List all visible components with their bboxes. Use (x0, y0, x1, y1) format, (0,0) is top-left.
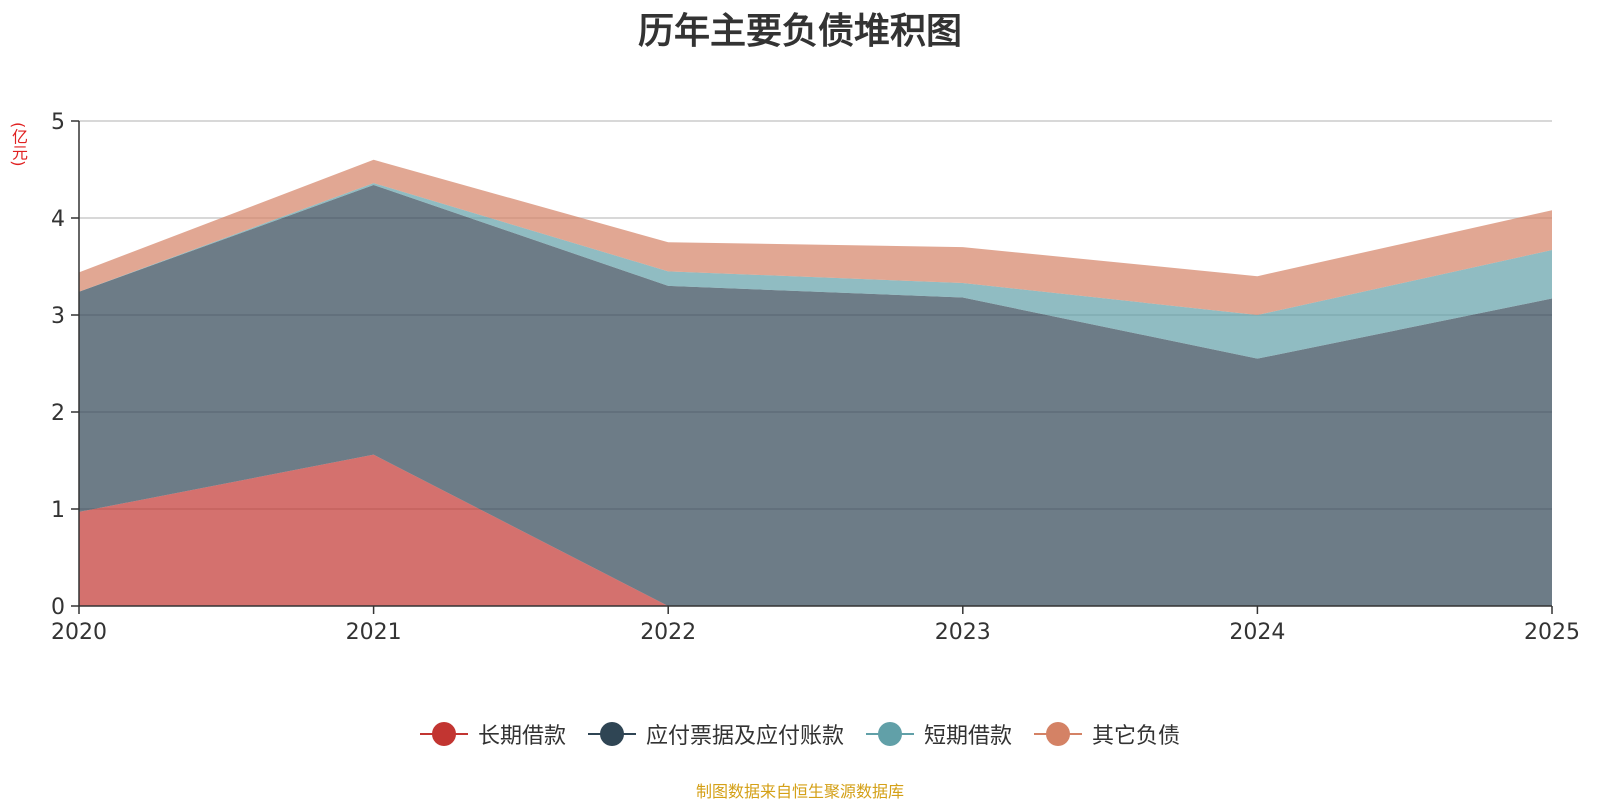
legend-label: 短期借款 (924, 724, 1013, 749)
legend-item-2[interactable]: 短期借款 (866, 718, 1012, 750)
legend-marker-icon (587, 722, 636, 746)
y-axis-unit-label: (亿元) (9, 122, 28, 167)
area-series-2 (79, 183, 1552, 359)
y-tick-label: 5 (51, 110, 65, 135)
y-tick-label: 2 (51, 401, 65, 426)
legend-item-1[interactable]: 应付票据及应付账款 (587, 718, 844, 750)
source-note: 制图数据来自恒生聚源数据库 (695, 782, 904, 801)
y-tick-label: 3 (51, 304, 65, 329)
legend-marker-icon (866, 722, 914, 746)
area-series (79, 159, 1552, 606)
area-series-3 (79, 159, 1552, 315)
x-tick-label: 2020 (51, 620, 107, 645)
legend-label: 其它负债 (1092, 724, 1181, 749)
y-tick-label: 1 (51, 498, 65, 523)
legend-label: 长期借款 (477, 724, 566, 749)
x-tick-label: 2021 (346, 620, 402, 645)
axes: 0 1 2 3 4 5 2020 2021 2022 2023 2024 2025 (51, 110, 1580, 645)
stacked-area-chart: 0 1 2 3 4 5 2020 2021 2022 2023 2024 2025 (51, 110, 1580, 645)
legend-item-0[interactable]: 长期借款 (419, 718, 566, 750)
legend-item-3[interactable]: 其它负债 (1034, 718, 1180, 750)
y-tick-label: 4 (51, 207, 65, 232)
legend-marker-icon (1034, 722, 1083, 746)
x-tick-label: 2025 (1524, 620, 1580, 645)
legend: 长期借款 应付票据及应付账款 短期借款 其它负债 (0, 718, 1600, 750)
y-tick-label: 0 (51, 595, 65, 620)
x-tick-label: 2024 (1229, 620, 1285, 645)
area-series-1 (79, 185, 1552, 606)
area-series-0 (79, 454, 1552, 606)
legend-label: 应付票据及应付账款 (645, 724, 844, 749)
legend-marker-icon (419, 722, 468, 746)
chart-title: 历年主要负债堆积图 (637, 11, 962, 52)
x-tick-label: 2022 (640, 620, 696, 645)
x-tick-label: 2023 (935, 620, 991, 645)
